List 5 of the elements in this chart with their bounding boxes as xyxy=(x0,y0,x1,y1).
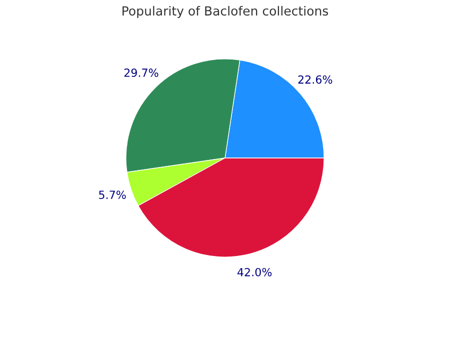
data-label: 22.6% xyxy=(298,75,332,84)
chart-title: Popularity of Baclofen collections xyxy=(122,6,328,18)
data-label: 42.0% xyxy=(237,268,272,276)
data-label: 29.7% xyxy=(124,68,158,77)
data-label: 5.7% xyxy=(99,190,126,200)
